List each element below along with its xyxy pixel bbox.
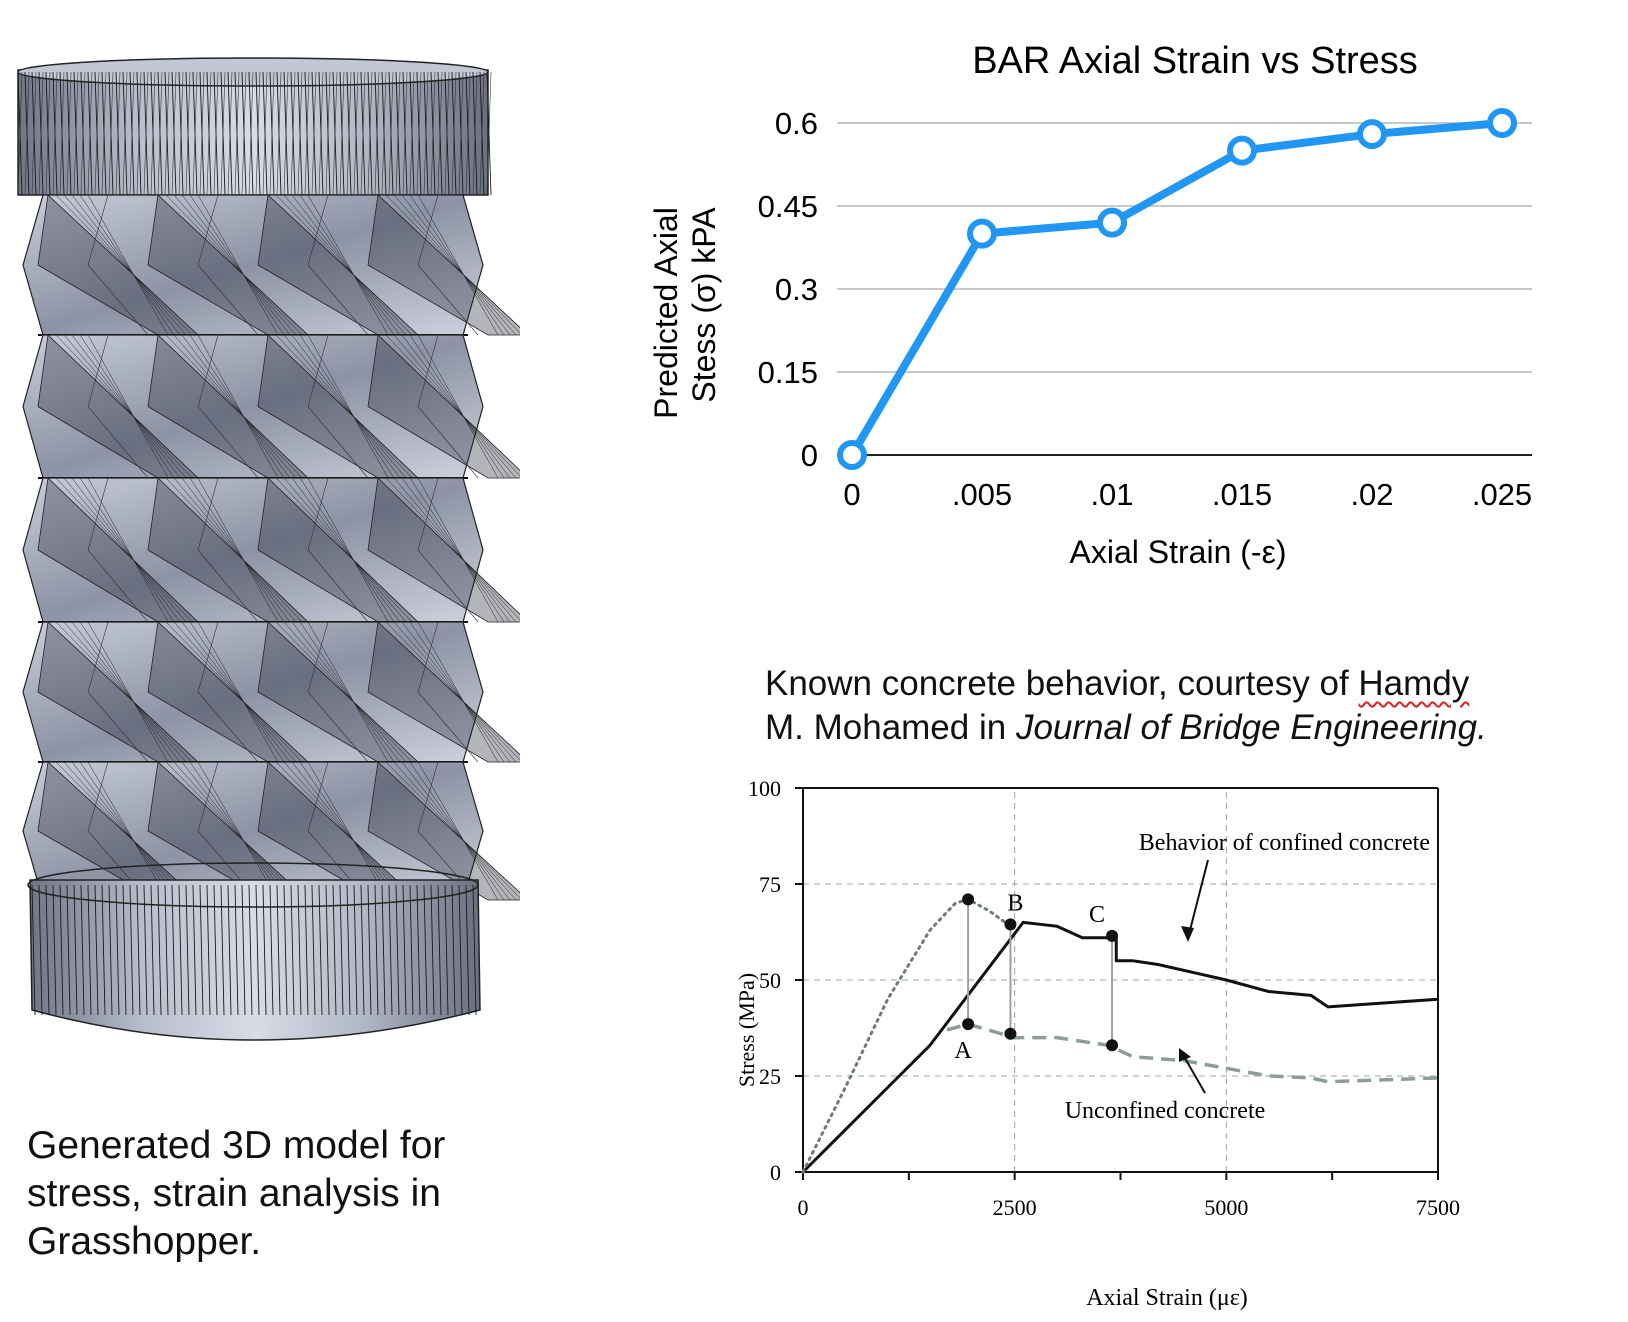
marker-point <box>1106 929 1119 942</box>
marker-label: B <box>1007 890 1023 916</box>
caption-text: Known concrete behavior, courtesy of <box>765 664 1359 703</box>
y-tick-label: 0.3 <box>775 272 818 307</box>
y-tick-label: 0.45 <box>758 189 818 224</box>
series-line <box>946 1022 1439 1084</box>
bottom-ellipse <box>27 862 479 908</box>
x-axis-label: Axial Strain (με) <box>1086 1285 1248 1311</box>
y-axis-label-line2: Stess (σ) kPA <box>686 207 722 403</box>
chart-title: BAR Axial Strain vs Stress <box>972 40 1418 82</box>
x-tick-label: 0 <box>843 477 860 512</box>
unconfined-annotation: Unconfined concrete <box>1065 1098 1266 1124</box>
data-point <box>967 218 997 249</box>
marker-label: C <box>1089 902 1105 928</box>
bottom-ring-mesh <box>31 884 477 1016</box>
top-ring-mesh <box>17 71 492 196</box>
arrow-head <box>1179 1048 1191 1062</box>
folded-body <box>22 194 520 901</box>
axial-strain-stress-chart: BAR Axial Strain vs Stress Predicted Axi… <box>648 40 1532 570</box>
x-axis-label: Axial Strain (-ε) <box>1070 534 1287 570</box>
marker-point <box>1004 918 1017 931</box>
confined-annotation: Behavior of confined concrete <box>1139 830 1430 856</box>
data-point <box>1097 207 1127 238</box>
x-tick-label: 5000 <box>1204 1195 1248 1220</box>
marker-point <box>962 1018 975 1031</box>
x-tick-label: .01 <box>1090 477 1133 512</box>
y-tick-label: 25 <box>759 1064 781 1089</box>
y-axis-label: Predicted Axial Stess (σ) kPA <box>648 207 722 419</box>
author-first-name: Hamdy <box>1358 664 1470 703</box>
y-axis-label: Stress (MPa) <box>734 973 759 1087</box>
data-point <box>1487 108 1517 138</box>
x-tick-label: 2500 <box>993 1195 1037 1220</box>
data-point <box>837 440 867 470</box>
marker-label: A <box>954 1038 972 1064</box>
annotation-arrow <box>1181 1052 1206 1094</box>
y-tick-label: 100 <box>748 776 781 801</box>
y-tick-label: 0 <box>770 1160 781 1185</box>
cylinder-3d-model <box>17 57 520 1041</box>
concrete-behavior-chart: Stress (MPa) 0 25 50 75 100 0 2500 5000 7500 A B… <box>734 776 1460 1311</box>
reference-caption: Known concrete behavior, courtesy of Ham… <box>765 662 1625 750</box>
marker-point <box>1106 1039 1119 1052</box>
x-tick-label: .015 <box>1212 477 1272 512</box>
bottom-ring <box>29 879 481 1041</box>
x-tick-label: .005 <box>952 477 1012 512</box>
x-tick-label: .02 <box>1350 477 1393 512</box>
y-tick-label: 75 <box>759 872 781 897</box>
y-tick-label: 0.6 <box>775 106 818 141</box>
series-line <box>848 119 1503 458</box>
x-tick-label: .025 <box>1472 477 1532 512</box>
data-point <box>1357 119 1387 150</box>
marker-point <box>962 893 975 906</box>
y-axis-label-line1: Predicted Axial <box>648 207 684 419</box>
x-tick-label: 7500 <box>1416 1195 1460 1220</box>
journal-name: Journal of Bridge Engineering. <box>1015 708 1487 747</box>
arrow-head <box>1181 926 1194 942</box>
top-ring <box>17 69 489 196</box>
y-tick-label: 0 <box>801 438 818 473</box>
y-tick-label: 0.15 <box>758 355 818 390</box>
x-tick-label: 0 <box>798 1195 809 1220</box>
caption-author-rest: M. Mohamed in <box>765 708 1016 747</box>
model-caption: Generated 3D model for stress, strain an… <box>27 1124 446 1263</box>
series-line <box>801 897 1012 1174</box>
y-tick-label: 50 <box>759 968 781 993</box>
marker-point <box>1004 1027 1017 1040</box>
annotation-arrow <box>1187 859 1209 939</box>
data-point <box>1227 135 1257 166</box>
series-line <box>801 920 1439 1174</box>
